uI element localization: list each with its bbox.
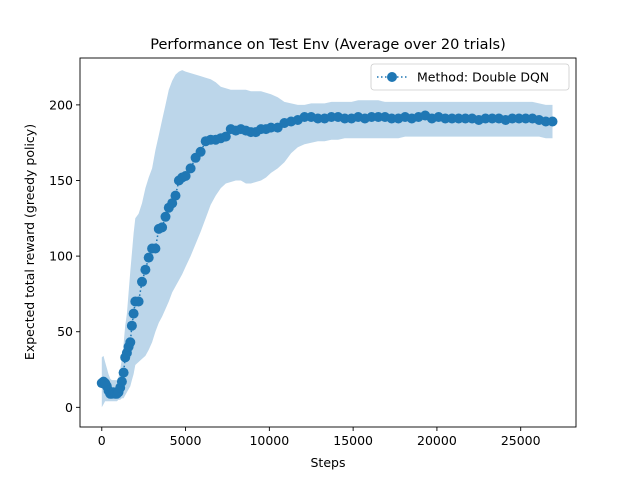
axes-frame (79, 57, 577, 428)
data-point (180, 171, 191, 181)
x-tick-label: 5000 (170, 433, 202, 448)
data-point (160, 211, 171, 222)
data-point (137, 276, 147, 287)
legend-label: Method: Double DQN (417, 70, 549, 85)
data-point (143, 252, 154, 263)
legend-marker-swatch (387, 72, 397, 82)
x-tick-label: 20000 (417, 433, 457, 448)
x-tick-label: 15000 (333, 433, 373, 448)
y-tick-label: 50 (57, 324, 73, 339)
axis-ticks: 0 5000 10000 15000 20000 25000 0 50 100 150 200 (49, 97, 540, 448)
data-point (195, 146, 206, 157)
legend: Method: Double DQN (370, 63, 570, 91)
data-point (118, 367, 129, 378)
x-tick-label: 0 (98, 433, 106, 448)
confidence-band (101, 70, 553, 408)
data-point (157, 222, 168, 233)
y-tick-label: 100 (49, 249, 73, 264)
y-axis-label: Expected total reward (greedy policy) (22, 124, 37, 360)
x-tick-label: 10000 (249, 433, 289, 448)
data-point (170, 190, 181, 201)
chart-title: Performance on Test Env (Average over 20… (150, 37, 505, 53)
x-tick-label: 25000 (501, 433, 541, 448)
data-point (128, 308, 139, 319)
data-point (185, 163, 196, 174)
y-tick-label: 150 (49, 173, 73, 188)
data-point (150, 243, 161, 254)
data-point (126, 320, 137, 331)
data-point (167, 198, 178, 209)
legend-box (370, 63, 570, 91)
data-point (220, 131, 231, 142)
y-tick-label: 200 (49, 97, 73, 112)
data-point (140, 264, 151, 275)
data-point (133, 296, 144, 307)
data-point (125, 337, 136, 348)
data-point (547, 116, 558, 127)
y-tick-label: 0 (65, 400, 73, 415)
plot-area (96, 70, 558, 408)
data-point (116, 376, 127, 387)
x-axis-label: Steps (311, 455, 346, 470)
